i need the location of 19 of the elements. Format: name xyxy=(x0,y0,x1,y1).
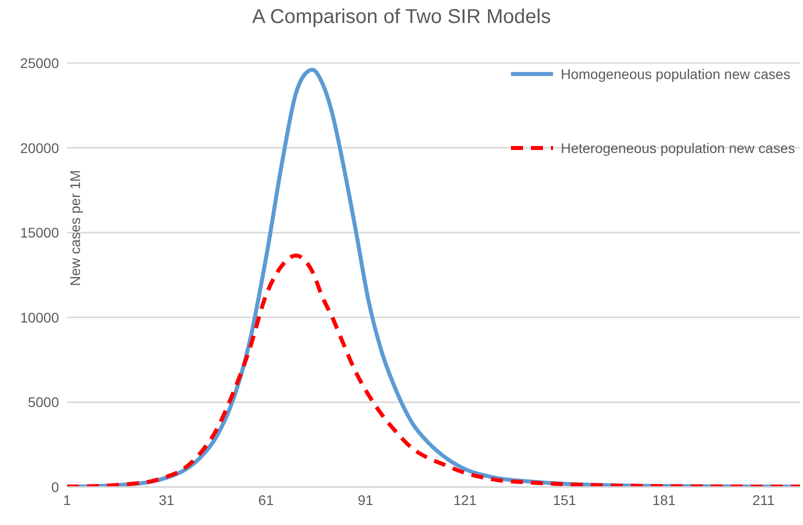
y-axis-title: New cases per 1M xyxy=(67,170,83,286)
x-tick-label: 91 xyxy=(358,492,374,508)
legend-label: Heterogeneous population new cases xyxy=(560,140,795,156)
legend-label: Homogeneous population new cases xyxy=(560,66,790,82)
y-tick-label: 5000 xyxy=(28,394,60,410)
line-series xyxy=(67,253,800,487)
y-tick-label: 0 xyxy=(51,478,60,495)
y-tick-label: 20000 xyxy=(20,140,60,156)
x-tick-label: 1 xyxy=(63,492,72,508)
chart-title: A Comparison of Two SIR Models xyxy=(251,6,552,29)
y-tick-label: 25000 xyxy=(20,54,60,71)
x-tick-label: 211 xyxy=(752,492,775,508)
x-tick-label: 61 xyxy=(258,492,274,508)
x-tick-label: 181 xyxy=(652,492,676,508)
x-tick-label: 121 xyxy=(453,492,477,508)
x-tick-label: 31 xyxy=(158,492,174,508)
x-tick-label: 151 xyxy=(552,492,576,508)
y-tick-label: 10000 xyxy=(20,309,60,326)
y-tick-label: 15000 xyxy=(20,224,60,241)
